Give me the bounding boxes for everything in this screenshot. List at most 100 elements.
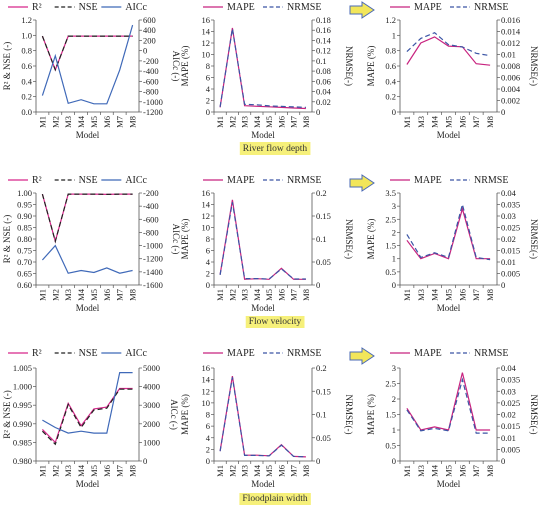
x-tick-label: M5	[264, 289, 274, 301]
y-tick-label: 1.005	[13, 363, 32, 373]
x-tick-label: M1	[37, 116, 47, 128]
y-tick-label: 3.5	[385, 188, 396, 198]
x-tick-label: M4	[430, 288, 440, 301]
x-tick-label: M5	[89, 465, 99, 477]
y2-tick-label: 0.03	[501, 211, 516, 221]
x-tick-label: M8	[128, 289, 138, 301]
y-tick-label: 0.80	[17, 234, 32, 244]
y2-tick-label: -1600	[143, 280, 163, 290]
y-tick-label: 12	[202, 386, 211, 396]
legend-label-nrmse: NRMSE	[287, 2, 321, 13]
x-tick-label: M4	[430, 464, 440, 477]
y-axis-title: MAPE (%)	[180, 46, 190, 87]
y2-tick-label: 0.08	[316, 66, 331, 76]
y2-tick-label: 600	[143, 15, 156, 25]
y-tick-label: 6	[206, 421, 210, 431]
y2-axis-title: NRMSE(-)	[344, 395, 354, 435]
y2-tick-label: 0.016	[501, 15, 520, 25]
y2-tick-label: 0	[316, 107, 320, 117]
y2-tick-label: 0.1	[316, 56, 327, 66]
y-axis-title: MAPE (%)	[180, 219, 190, 260]
y2-tick-label: 0.05	[316, 257, 331, 267]
y2-tick-label: 5000	[143, 363, 160, 373]
series-line-aicc	[42, 372, 133, 434]
row-label: River flow depth	[239, 142, 311, 155]
y2-tick-label: -200	[143, 56, 159, 66]
series-line-mape	[219, 199, 306, 280]
y2-tick-label: 0.006	[501, 73, 520, 83]
y2-tick-label: 0.2	[316, 363, 327, 373]
y2-tick-label: 0.2	[316, 188, 327, 198]
y-tick-label: 2.5	[385, 214, 396, 224]
arrow-shape	[349, 174, 375, 192]
x-axis-title: Model	[251, 479, 275, 489]
y-tick-label: 0	[206, 280, 210, 290]
x-tick-label: M6	[276, 465, 286, 477]
y2-tick-label: 0.002	[501, 96, 520, 106]
x-tick-label: M8	[485, 116, 495, 128]
x-tick-label: M8	[128, 465, 138, 477]
y2-tick-label: -1200	[143, 107, 163, 117]
y-tick-label: 4	[206, 84, 211, 94]
y2-tick-label: 0.01	[501, 433, 516, 443]
y-tick-label: 8	[206, 410, 210, 420]
legend-label-aicc: AICc	[125, 348, 147, 359]
y2-axis-title: AICc (-)	[169, 399, 179, 430]
row-label: Floodplain width	[239, 493, 311, 505]
legend-label-nse: NSE	[79, 2, 98, 13]
y-tick-label: 1.00	[17, 188, 32, 198]
y-axis-title: MAPE (%)	[366, 46, 376, 87]
x-tick-label: M7	[471, 289, 481, 301]
y-tick-label: 16	[202, 15, 211, 25]
series-line-aicc	[41, 244, 133, 274]
series-line-r2	[41, 35, 133, 72]
arrow-shape	[349, 347, 375, 365]
x-tick-label: M4	[252, 464, 262, 477]
y2-tick-label: 0.05	[316, 433, 331, 443]
y-tick-label: 2	[392, 394, 396, 404]
y-tick-label: 3	[392, 201, 396, 211]
y-tick-label: 0.2	[385, 92, 396, 102]
y-axis-title: MAPE (%)	[366, 219, 376, 260]
y-tick-label: 0.60	[17, 280, 32, 290]
y-tick-label: 0.985	[13, 437, 32, 447]
x-tick-label: M7	[289, 116, 299, 128]
x-axis-title: Model	[437, 130, 461, 140]
x-tick-label: M3	[416, 116, 426, 128]
y-tick-label: 0.65	[17, 269, 32, 279]
y-tick-label: 2	[392, 227, 396, 237]
y-tick-label: 2	[206, 444, 210, 454]
x-tick-label: M6	[102, 116, 112, 128]
y-tick-label: 0	[392, 107, 396, 117]
y2-axis-title: AICc (-)	[171, 51, 181, 82]
y-tick-label: 0.70	[17, 257, 32, 267]
x-tick-label: M1	[215, 289, 225, 301]
x-tick-label: M7	[471, 465, 481, 477]
chart-panel: 0.00.20.40.60.81.01.2-1200-1000-800-600-…	[2, 2, 181, 140]
legend: MAPE NRMSE	[390, 175, 508, 186]
x-tick-label: M1	[37, 465, 47, 477]
y2-tick-label: 0.18	[316, 15, 331, 25]
y2-tick-label: 0.06	[316, 76, 331, 86]
y2-axis-title: NRMSE(-)	[529, 395, 539, 435]
y2-tick-label: 0.16	[316, 25, 331, 35]
x-tick-label: M2	[227, 116, 237, 128]
legend-label-nrmse: NRMSE	[287, 348, 321, 359]
x-tick-label: M3	[240, 116, 250, 128]
y-tick-label: 10	[202, 398, 211, 408]
x-tick-label: M2	[227, 465, 237, 477]
y-axis-title: R² & NSE (-)	[2, 215, 12, 263]
row-label-highlight	[239, 493, 311, 505]
y2-tick-label: 0	[316, 280, 320, 290]
chart-panel: 0.600.65 0.700.75 0.800.85 0.900.95 1.00 -160…	[2, 175, 181, 313]
y-tick-label: 0.4	[21, 76, 32, 86]
x-tick-label: M8	[301, 289, 311, 301]
series-line-nse	[41, 35, 133, 72]
x-tick-label: M1	[402, 116, 412, 128]
y2-tick-label: -400	[143, 66, 159, 76]
chart-panel: 00.20.40.60.811.200.0020.0040.0060.0080.…	[366, 2, 539, 140]
y2-tick-label: -1000	[143, 97, 163, 107]
x-tick-label: M7	[115, 289, 125, 301]
y2-axis-title: NRMSE(-)	[344, 219, 354, 259]
